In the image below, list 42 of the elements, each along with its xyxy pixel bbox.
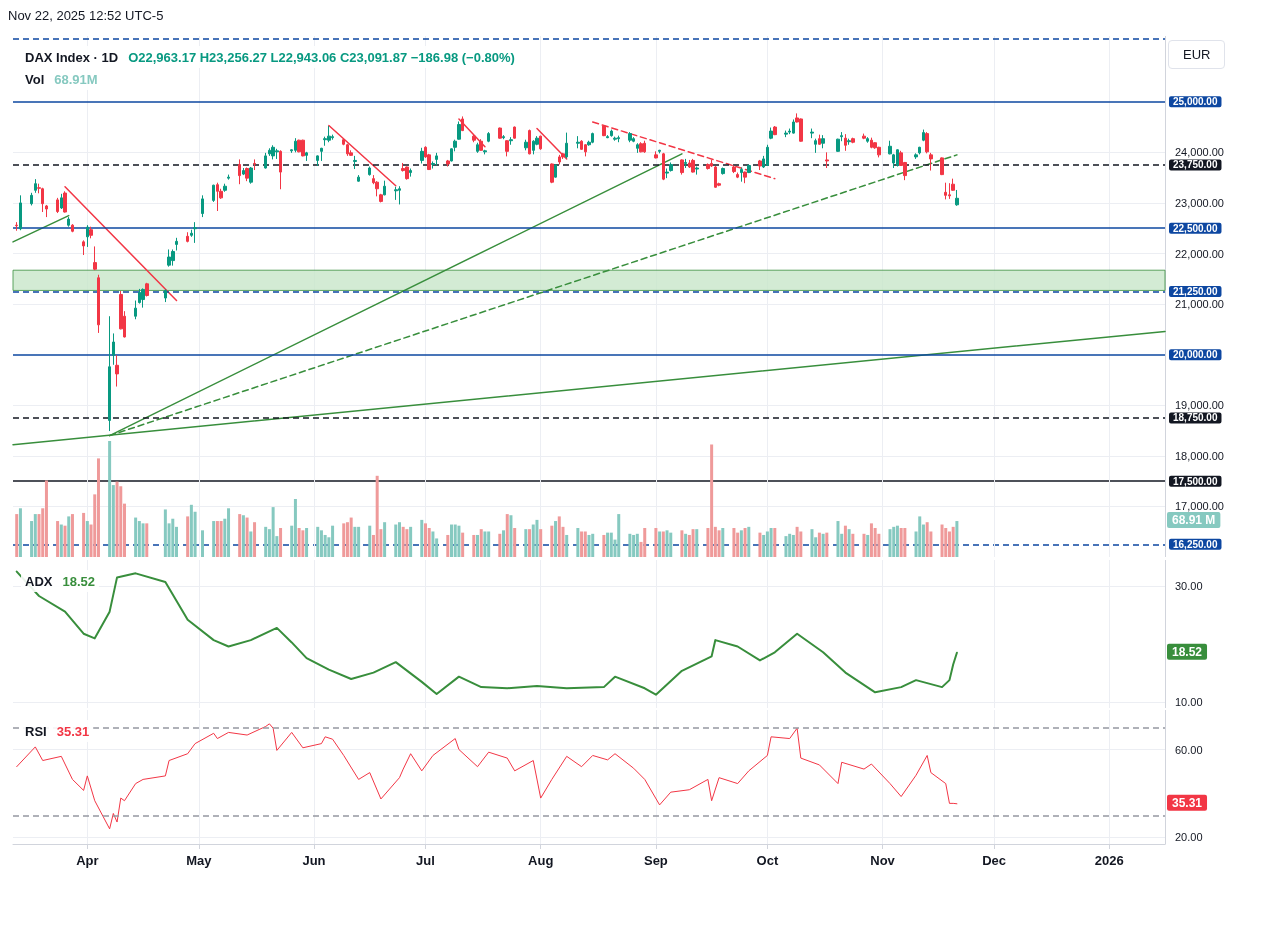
x-tick-label: Dec bbox=[982, 853, 1006, 868]
text: 18.52 bbox=[1172, 644, 1203, 659]
x-tick-label: 2026 bbox=[1094, 853, 1124, 868]
x-tick-label: Jun bbox=[302, 853, 326, 868]
x-tick-label: Aug bbox=[528, 853, 554, 868]
chart-title: Vol bbox=[25, 71, 45, 87]
y-tick-label: 20.00 bbox=[1175, 831, 1203, 844]
text: 35.31 bbox=[1172, 795, 1203, 810]
text: 35.31 bbox=[56, 723, 90, 739]
text: RSI bbox=[25, 723, 47, 739]
ref-line-label: 20,000.00 bbox=[1173, 349, 1218, 361]
text: EUR bbox=[1168, 40, 1226, 69]
ref-line-label: 16,250.00 bbox=[1173, 538, 1218, 550]
ref-line-label: 21,250.00 bbox=[1173, 285, 1218, 297]
x-tick-label: Jul bbox=[416, 853, 435, 868]
x-tick-label: May bbox=[186, 853, 213, 868]
ref-line-label: 18,750.00 bbox=[1173, 412, 1218, 424]
text: Nov 22, 2025 12:52 UTC-5 bbox=[8, 8, 164, 23]
y-tick-label: 22,000.00 bbox=[1175, 247, 1224, 260]
text: ADX bbox=[25, 573, 53, 589]
text: 18.52 bbox=[62, 573, 95, 589]
x-tick-label: Oct bbox=[756, 853, 779, 868]
ref-line-label: 23,750.00 bbox=[1173, 159, 1218, 171]
y-tick-label: 10.00 bbox=[1175, 696, 1203, 709]
y-tick-label: 19,000.00 bbox=[1175, 399, 1224, 412]
text: O22,963.17 H23,256.27 L22,943.06 C23,091.87 −186.98 (−0.80%) bbox=[128, 49, 515, 65]
ref-line-label: 22,500.00 bbox=[1173, 222, 1218, 234]
text: 68.91 M bbox=[1172, 513, 1216, 528]
y-tick-label: 30.00 bbox=[1175, 580, 1203, 593]
y-tick-label: 18,000.00 bbox=[1175, 449, 1224, 462]
x-tick-label: Nov bbox=[870, 853, 896, 868]
y-tick-label: 60.00 bbox=[1175, 743, 1203, 756]
y-tick-label: 23,000.00 bbox=[1175, 196, 1224, 209]
y-tick-label: 21,000.00 bbox=[1175, 298, 1224, 311]
ref-line-label: 25,000.00 bbox=[1173, 96, 1218, 108]
y-tick-label: 17,000.00 bbox=[1175, 500, 1224, 513]
x-tick-label: Apr bbox=[76, 853, 99, 868]
x-tick-label: Sep bbox=[643, 853, 668, 868]
y-tick-label: 24,000.00 bbox=[1175, 146, 1224, 159]
ref-line-label: 17,500.00 bbox=[1173, 475, 1218, 487]
chart-subtitle: 68.91M bbox=[54, 71, 98, 87]
text: DAX Index · 1D bbox=[25, 49, 119, 65]
